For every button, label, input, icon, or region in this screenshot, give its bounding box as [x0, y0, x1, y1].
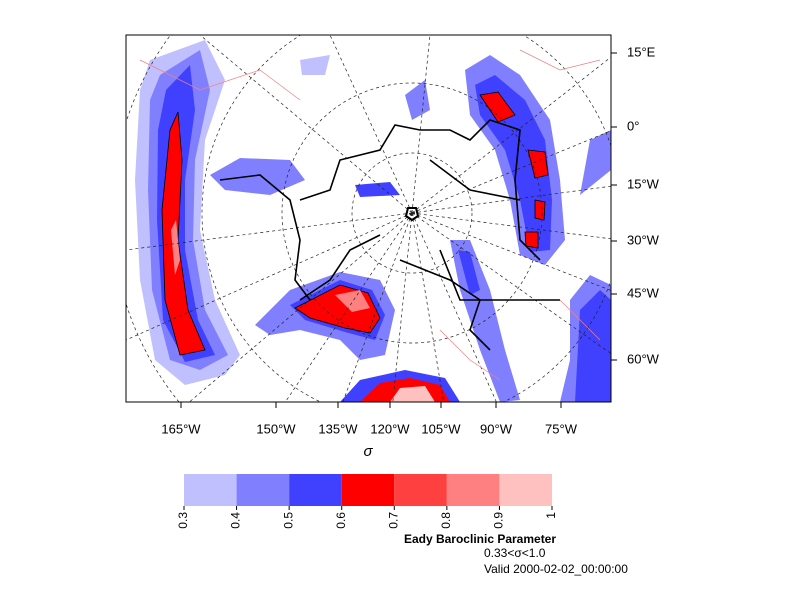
colorbar-box — [289, 474, 342, 506]
map-frame — [125, 34, 612, 403]
plot-title: Eady Baroclinic Parameter — [404, 532, 556, 546]
contour-fill — [210, 158, 305, 195]
colorbar-box — [236, 474, 290, 506]
contour-fill — [171, 220, 180, 275]
lat-label: 15°E — [627, 44, 656, 59]
colorbar-box — [446, 474, 500, 506]
coastline — [139, 49, 601, 381]
colorbar-label: 0.6 — [334, 512, 348, 529]
colorbar-box — [394, 474, 447, 506]
contour-fill — [479, 91, 516, 123]
lon-label: 135°W — [318, 421, 358, 436]
colorbar-box — [184, 474, 237, 506]
lon-label: 90°W — [480, 421, 513, 436]
colorbar-label: 0.3 — [176, 512, 190, 529]
plot-subtitle: 0.33<σ<1.0 — [484, 546, 546, 560]
lon-label: 120°W — [370, 421, 410, 436]
colorbar-box — [341, 474, 395, 506]
contour-fill — [575, 290, 611, 402]
lat-label: 45°W — [627, 285, 660, 300]
coastline — [219, 119, 560, 351]
lat-label: 15°W — [627, 176, 660, 191]
contour-fill — [335, 290, 370, 312]
pole-marker — [404, 207, 420, 222]
contour-fill — [475, 75, 552, 252]
colorbar-label: 1 — [544, 512, 558, 519]
colorbar-label: 0.7 — [386, 512, 400, 529]
contour-fill — [458, 250, 480, 295]
lat-label: 60°W — [627, 351, 660, 366]
lon-label: 150°W — [256, 421, 296, 436]
colorbar-label: 0.9 — [492, 512, 506, 529]
colorbar-label: 0.4 — [229, 512, 243, 529]
colorbar-label: 0.5 — [281, 512, 295, 529]
contour-fill — [161, 111, 206, 356]
map-area — [126, 35, 611, 402]
lat-label: 30°W — [627, 232, 660, 247]
lat-label: 0° — [627, 118, 639, 133]
colorbar-box — [499, 474, 552, 506]
contour-fill — [450, 240, 520, 402]
valid-time: Valid 2000-02-02_00:00:00 — [484, 562, 628, 576]
x-axis-label: σ — [363, 443, 373, 460]
colorbar-label: 0.8 — [439, 512, 453, 529]
lon-label: 105°W — [421, 421, 461, 436]
contour-fill — [580, 130, 611, 195]
contour-fill — [390, 386, 435, 402]
graticule — [126, 35, 611, 402]
contour-fill — [405, 80, 430, 120]
contour-fill — [300, 55, 330, 75]
lon-label: 75°W — [545, 421, 578, 436]
lon-label: 165°W — [161, 421, 201, 436]
